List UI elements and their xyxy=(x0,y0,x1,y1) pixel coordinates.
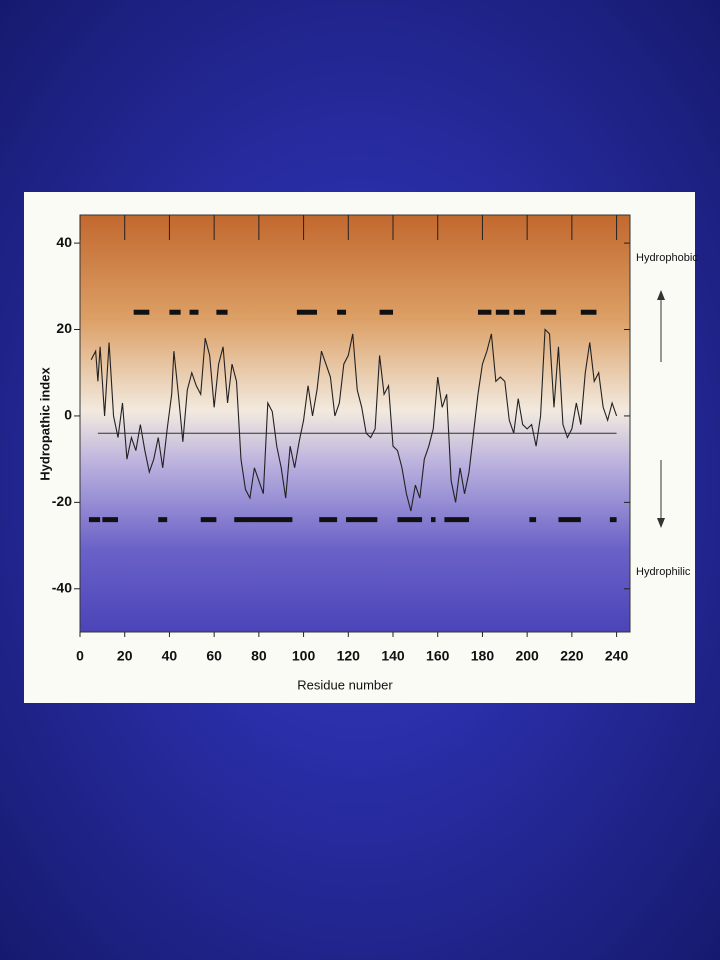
x-tick-label: 120 xyxy=(337,648,361,664)
x-tick-label: 0 xyxy=(76,648,84,664)
segment xyxy=(495,309,510,315)
y-tick-label: 40 xyxy=(56,234,72,250)
y-tick-label: 20 xyxy=(56,320,72,336)
segment xyxy=(216,309,228,315)
segment xyxy=(540,309,557,315)
hydrophobic-label: Hydrophobic xyxy=(636,252,698,264)
plot-area xyxy=(79,214,631,633)
segment xyxy=(609,517,617,523)
segment xyxy=(133,309,150,315)
segment xyxy=(529,517,537,523)
y-tick-label: -20 xyxy=(52,493,72,509)
x-tick-label: 220 xyxy=(560,648,584,664)
segment xyxy=(200,517,217,523)
x-tick-label: 240 xyxy=(605,648,629,664)
segment xyxy=(558,517,581,523)
segment xyxy=(397,517,423,523)
hydrophilic-label: Hydrophilic xyxy=(636,566,691,578)
y-tick-label: -40 xyxy=(52,579,72,595)
segment xyxy=(102,517,119,523)
x-tick-label: 180 xyxy=(471,648,495,664)
segment xyxy=(431,517,436,523)
segment xyxy=(580,309,597,315)
x-axis-label: Residue number xyxy=(297,677,393,692)
segment xyxy=(379,309,394,315)
y-axis-label: Hydropathic index xyxy=(37,367,52,481)
segment xyxy=(513,309,525,315)
y-tick-label: 0 xyxy=(64,407,72,423)
segment xyxy=(234,517,293,523)
segment xyxy=(346,517,378,523)
arrows xyxy=(657,290,665,528)
segment xyxy=(296,309,317,315)
x-tick-label: 140 xyxy=(381,648,405,664)
hydropathy-line xyxy=(90,328,618,512)
x-tick-label: 200 xyxy=(515,648,539,664)
segment xyxy=(444,517,470,523)
x-tick-label: 160 xyxy=(426,648,450,664)
segment xyxy=(88,517,101,523)
segment xyxy=(158,517,168,523)
segment xyxy=(169,309,181,315)
x-tick-label: 80 xyxy=(251,648,267,664)
segment xyxy=(477,309,492,315)
segment xyxy=(189,309,199,315)
segment xyxy=(337,309,347,315)
x-tick-label: 100 xyxy=(292,648,316,664)
x-tick-label: 60 xyxy=(206,648,222,664)
x-tick-label: 40 xyxy=(162,648,178,664)
x-tick-label: 20 xyxy=(117,648,133,664)
segment xyxy=(319,517,338,523)
